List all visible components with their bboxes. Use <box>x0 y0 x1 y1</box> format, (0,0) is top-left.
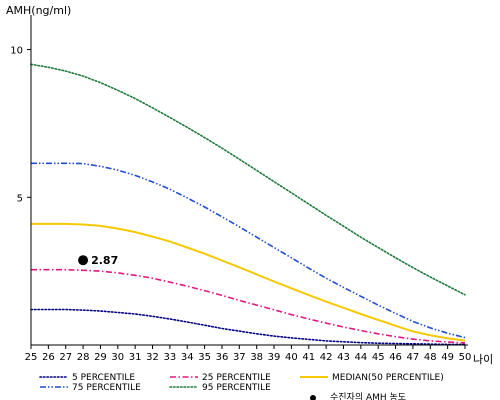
x-tick-label: 47 <box>407 352 420 363</box>
x-tick-label: 39 <box>268 352 281 363</box>
legend-label: 25 PERCENTILE <box>202 373 271 383</box>
x-tick-label: 37 <box>233 352 246 363</box>
x-tick-label: 32 <box>146 352 159 363</box>
y-tick-label: 10 <box>10 46 23 57</box>
patient-marker: 2.87 <box>78 254 118 267</box>
x-tick-label: 44 <box>354 352 367 363</box>
x-ticks: 25 26 27 28 29 30 31 32 33 34 35 36 37 38 39 40 41 42 43 44… <box>25 345 472 363</box>
x-tick-label: 33 <box>164 352 177 363</box>
x-tick-label: 40 <box>285 352 298 363</box>
patient-amh-value: 2.87 <box>91 254 118 267</box>
series-line <box>31 162 466 339</box>
patient-amh-point <box>78 255 89 266</box>
x-tick-label: 29 <box>94 352 107 363</box>
legend-label: MEDIAN(50 PERCENTILE) <box>332 373 444 383</box>
x-tick-label: 26 <box>42 352 55 363</box>
legend-label: 75 PERCENTILE <box>72 383 141 393</box>
x-tick-label: 34 <box>181 352 194 363</box>
series-line <box>30 63 466 296</box>
x-tick-label: 48 <box>424 352 437 363</box>
x-tick-label: 28 <box>77 352 90 363</box>
y-ticks: 5 10 <box>10 46 31 204</box>
legend-marker-dot <box>310 395 316 400</box>
x-tick-label: 30 <box>111 352 124 363</box>
x-tick-label: 35 <box>198 352 211 363</box>
x-tick-label: 38 <box>250 352 263 363</box>
x-tick-label: 42 <box>320 352 333 363</box>
x-tick-label: 43 <box>337 352 350 363</box>
x-tick-label: 45 <box>372 352 385 363</box>
y-tick-label: 5 <box>17 193 23 204</box>
legend-marker-label: 수진자의 AMH 농도 <box>330 392 406 400</box>
plot-lines <box>30 63 466 346</box>
legend-label: 5 PERCENTILE <box>72 373 135 383</box>
y-axis-title: AMH(ng/ml) <box>6 4 71 17</box>
series-line <box>31 222 466 342</box>
x-tick-label: 49 <box>441 352 454 363</box>
series-line <box>30 308 466 346</box>
x-tick-label: 25 <box>25 352 38 363</box>
x-tick-label: 41 <box>302 352 315 363</box>
x-tick-label: 50 <box>459 352 472 363</box>
x-tick-label: 36 <box>216 352 229 363</box>
x-tick-label: 46 <box>389 352 402 363</box>
legend-label: 95 PERCENTILE <box>202 383 271 393</box>
x-tick-label: 27 <box>59 352 72 363</box>
series-line <box>31 268 466 344</box>
legend: 5 PERCENTILE 25 PERCENTILE MEDIAN(50 PERCE… <box>39 373 444 400</box>
x-tick-label: 31 <box>129 352 142 363</box>
x-axis-title: 나이 <box>473 353 493 366</box>
